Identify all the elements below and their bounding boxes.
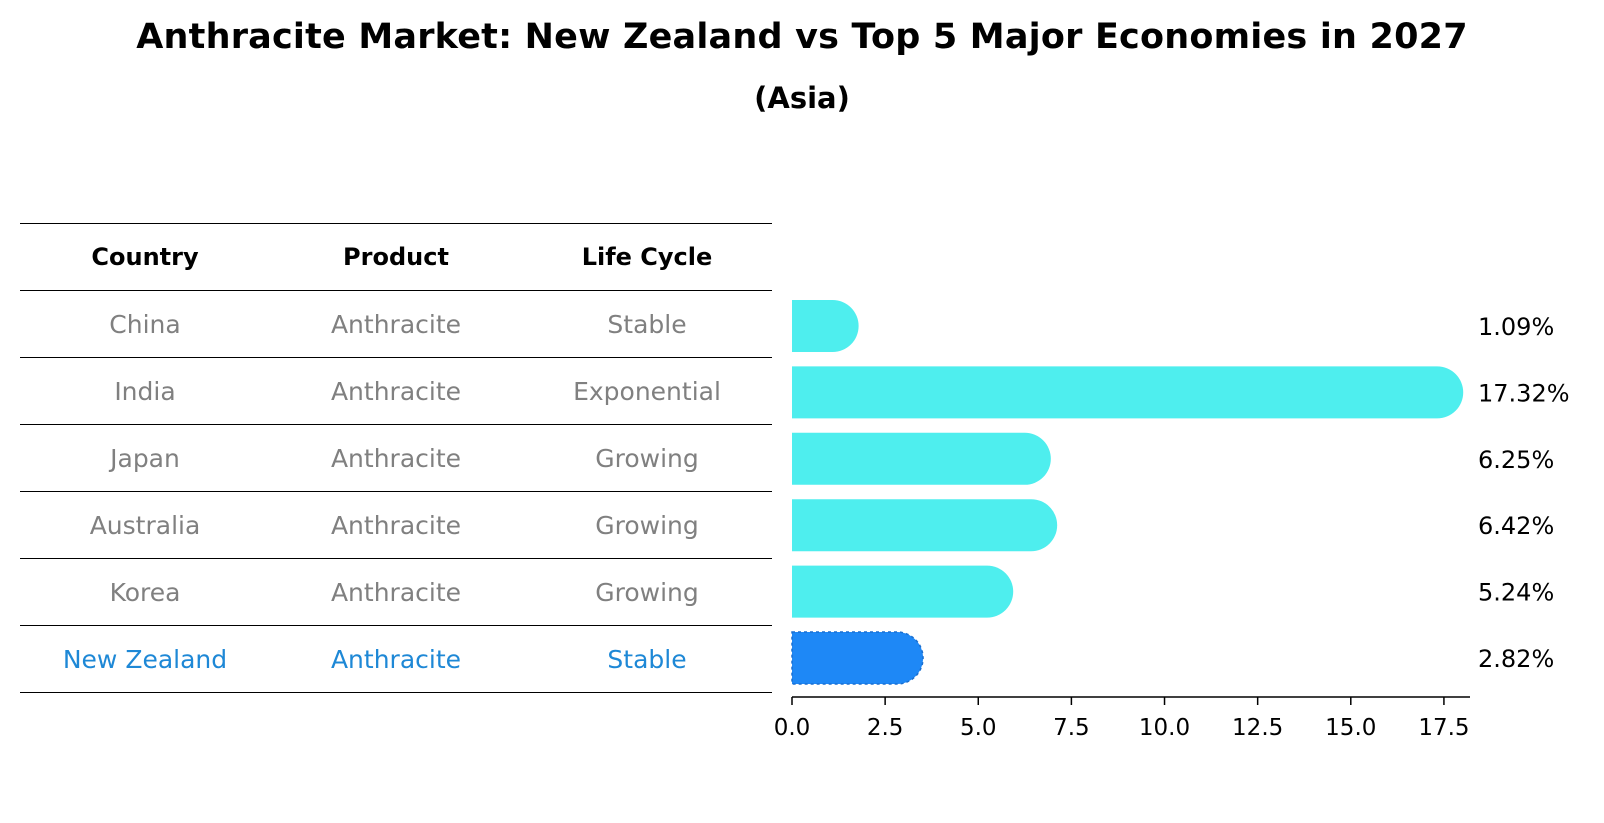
bar-value-label: 5.24% [1478, 579, 1554, 607]
cell-country: China [109, 309, 181, 339]
cell-life-cycle: Exponential [573, 376, 721, 406]
x-tick-label: 0.0 [774, 715, 811, 741]
table-row-highlight: New Zealand Anthracite Stable [20, 626, 772, 693]
table-row: China Anthracite Stable [20, 291, 772, 358]
bar [792, 499, 1058, 552]
cell-country: India [114, 376, 176, 406]
bar-value-label: 6.25% [1478, 446, 1554, 474]
table-row: India Anthracite Exponential [20, 358, 772, 425]
bar-value-label: 6.42% [1478, 512, 1554, 540]
cell-country: Australia [89, 510, 201, 540]
cell-life-cycle: Growing [595, 577, 699, 607]
x-tick-label: 17.5 [1418, 715, 1469, 741]
cell-life-cycle: Growing [595, 443, 699, 473]
table-row: Japan Anthracite Growing [20, 425, 772, 492]
table-header-row: Country Product Life Cycle [20, 224, 772, 291]
x-tick-label: 12.5 [1232, 715, 1283, 741]
header-product: Product [343, 243, 449, 271]
header-life-cycle: Life Cycle [581, 243, 713, 271]
table-row: Korea Anthracite Growing [20, 559, 772, 626]
chart-title: Anthracite Market: New Zealand vs Top 5 … [136, 17, 1468, 57]
chart-subtitle: (Asia) [754, 81, 850, 115]
cell-life-cycle: Growing [595, 510, 699, 540]
bar-value-label: 17.32% [1478, 379, 1570, 407]
cell-country: Korea [109, 577, 181, 607]
cell-country: Japan [110, 443, 180, 473]
x-tick-label: 10.0 [1139, 715, 1190, 741]
cell-country: New Zealand [62, 644, 228, 674]
header-country: Country [91, 243, 199, 271]
cell-product: Anthracite [330, 510, 462, 540]
cell-product: Anthracite [330, 443, 462, 473]
cell-product: Anthracite [330, 309, 462, 339]
cell-life-cycle: Stable [607, 644, 687, 674]
bar-value-label: 1.09% [1478, 313, 1554, 341]
bar-highlight [791, 631, 924, 685]
x-tick-label: 5.0 [960, 715, 997, 741]
bar [792, 432, 1051, 485]
bar [792, 300, 859, 352]
cell-product: Anthracite [330, 376, 462, 406]
bar [792, 366, 1464, 419]
x-tick-label: 2.5 [867, 715, 904, 741]
data-table: Country Product Life Cycle China Anthrac… [20, 223, 772, 693]
cell-product: Anthracite [330, 577, 462, 607]
bar [792, 565, 1014, 618]
table-row: Australia Anthracite Growing [20, 492, 772, 559]
x-tick-label: 15.0 [1325, 715, 1376, 741]
x-tick-label: 7.5 [1053, 715, 1090, 741]
bar-value-label: 2.82% [1478, 645, 1554, 673]
cell-product: Anthracite [330, 644, 462, 674]
cell-life-cycle: Stable [607, 309, 687, 339]
